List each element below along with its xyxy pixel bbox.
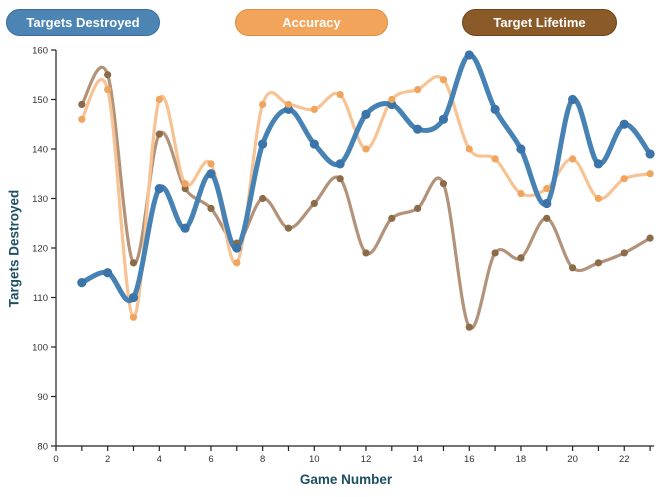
series-marker-target-lifetime	[207, 204, 215, 212]
series-marker-targets-destroyed	[180, 223, 190, 233]
series-marker-target-lifetime	[388, 214, 396, 222]
series-marker-target-lifetime	[362, 249, 370, 257]
series-marker-accuracy	[310, 105, 318, 113]
series-marker-target-lifetime	[181, 185, 189, 193]
series-marker-accuracy	[259, 100, 267, 109]
y-tick-label: 150	[32, 95, 48, 106]
legend-pill-targets-destroyed[interactable]: Targets Destroyed	[6, 9, 160, 36]
series-marker-accuracy	[129, 313, 138, 321]
series-marker-target-lifetime	[465, 323, 473, 331]
series-marker-accuracy	[517, 189, 525, 198]
y-tick-label: 120	[32, 244, 48, 255]
series-marker-target-lifetime	[594, 259, 603, 267]
x-tick-label: 20	[567, 454, 578, 465]
series-marker-accuracy	[620, 175, 628, 183]
series-marker-targets-destroyed	[542, 198, 552, 209]
y-tick-label: 140	[32, 145, 48, 156]
series-marker-target-lifetime	[439, 180, 448, 188]
series-line-targets-destroyed	[79, 52, 653, 304]
series-marker-accuracy	[207, 160, 215, 168]
x-tick-label: 6	[208, 454, 213, 465]
series-marker-targets-destroyed	[361, 109, 371, 119]
y-tick-label: 80	[37, 442, 48, 453]
series-marker-accuracy	[594, 194, 603, 203]
series-marker-accuracy	[646, 170, 654, 178]
series-marker-accuracy	[233, 259, 241, 267]
series-marker-targets-destroyed	[438, 114, 449, 124]
series-marker-accuracy	[569, 155, 577, 163]
legend-pill-accuracy[interactable]: Accuracy	[235, 9, 388, 36]
series-marker-target-lifetime	[620, 249, 628, 257]
series-marker-targets-destroyed	[77, 278, 87, 288]
series-marker-target-lifetime	[543, 214, 551, 222]
series-marker-targets-destroyed	[335, 159, 345, 169]
series-marker-targets-destroyed	[128, 292, 139, 303]
series-marker-target-lifetime	[569, 264, 577, 272]
series-marker-accuracy	[543, 185, 551, 193]
series-marker-accuracy	[155, 95, 163, 104]
series-marker-targets-destroyed	[206, 169, 216, 179]
series-marker-targets-destroyed	[516, 144, 526, 154]
series-marker-accuracy	[465, 145, 473, 153]
y-tick-label: 160	[32, 46, 48, 57]
y-tick-label: 90	[37, 392, 48, 403]
series-marker-target-lifetime	[259, 194, 267, 203]
series-marker-accuracy	[104, 86, 112, 94]
series-marker-targets-destroyed	[568, 94, 578, 105]
series-marker-target-lifetime	[517, 254, 525, 262]
series-marker-targets-destroyed	[154, 184, 164, 194]
series-marker-target-lifetime	[646, 234, 654, 242]
series-marker-accuracy	[362, 145, 370, 153]
series-marker-target-lifetime	[310, 199, 318, 208]
y-tick-label: 130	[32, 194, 48, 205]
series-marker-target-lifetime	[104, 71, 112, 79]
series-marker-target-lifetime	[414, 204, 422, 212]
x-tick-label: 22	[619, 454, 630, 465]
series-marker-targets-destroyed	[645, 149, 655, 159]
series-marker-accuracy	[414, 86, 422, 94]
series-marker-targets-destroyed	[490, 104, 500, 114]
series-marker-accuracy	[491, 155, 499, 163]
series-marker-accuracy	[181, 180, 189, 188]
series-marker-accuracy	[284, 100, 293, 109]
series-marker-target-lifetime	[491, 249, 499, 257]
x-tick-label: 16	[464, 454, 475, 465]
series-marker-targets-destroyed	[464, 50, 474, 60]
series-marker-accuracy	[336, 90, 344, 99]
x-tick-label: 12	[361, 454, 372, 465]
y-tick-label: 100	[32, 343, 48, 354]
x-axis-title: Game Number	[299, 472, 393, 487]
series-marker-targets-destroyed	[619, 119, 629, 129]
series-marker-target-lifetime	[155, 130, 163, 138]
x-tick-label: 4	[157, 454, 162, 465]
series-marker-targets-destroyed	[309, 139, 319, 149]
series-marker-accuracy	[388, 95, 396, 104]
series-marker-target-lifetime	[78, 100, 86, 109]
series-marker-targets-destroyed	[232, 243, 242, 253]
y-tick-label: 110	[33, 293, 48, 304]
x-tick-label: 10	[309, 454, 320, 465]
series-marker-target-lifetime	[129, 259, 138, 267]
series-marker-target-lifetime	[284, 224, 293, 232]
series-marker-accuracy	[78, 115, 86, 123]
series-marker-target-lifetime	[336, 175, 344, 183]
x-tick-label: 8	[260, 454, 265, 465]
legend-pill-target-lifetime[interactable]: Target Lifetime	[462, 9, 617, 36]
series-marker-targets-destroyed	[593, 159, 604, 169]
x-tick-label: 14	[412, 454, 423, 465]
series-line-accuracy	[80, 75, 652, 319]
x-tick-label: 0	[53, 454, 58, 465]
series-marker-accuracy	[439, 76, 448, 84]
series-marker-targets-destroyed	[413, 124, 423, 134]
x-tick-label: 18	[516, 454, 527, 465]
series-marker-targets-destroyed	[258, 139, 268, 149]
x-tick-label: 2	[105, 454, 110, 465]
series-marker-targets-destroyed	[103, 268, 113, 278]
